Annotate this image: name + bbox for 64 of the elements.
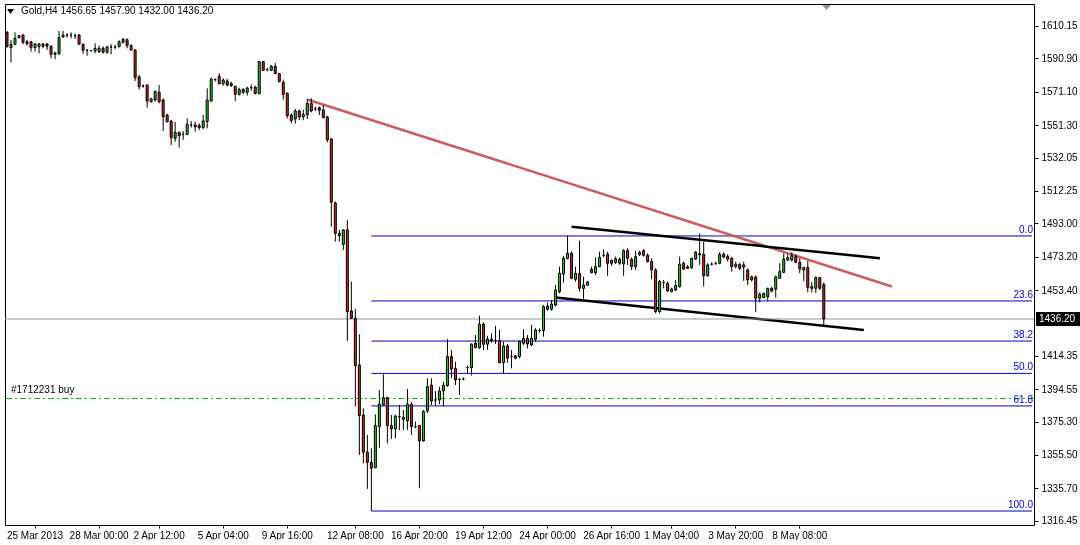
- series-label: 38.2: [1013, 329, 1034, 341]
- x-tick-label: 2 Apr 12:00: [133, 529, 186, 541]
- candlestick: [622, 248, 626, 277]
- candlestick: [505, 343, 509, 364]
- candlestick: [93, 42, 97, 54]
- candlestick: [173, 121, 177, 143]
- candlestick: [145, 83, 149, 109]
- x-tick-label: 25 Mar 2013: [6, 529, 64, 541]
- y-tick-label: 1571.10: [1041, 86, 1079, 98]
- candlestick: [469, 342, 473, 377]
- candlestick: [497, 329, 501, 364]
- candlestick: [754, 275, 758, 313]
- y-tick-label: 1532.05: [1041, 152, 1079, 164]
- x-tick-label: 5 Apr 04:00: [197, 529, 250, 541]
- y-tick-label: 1453.40: [1041, 284, 1079, 296]
- x-tick-label: 12 Apr 08:00: [326, 529, 385, 541]
- x-tick-label: 1 May 04:00: [644, 529, 700, 541]
- series-label: 100.0: [1007, 499, 1034, 511]
- candlestick: [109, 43, 113, 55]
- y-tick-label: 1394.55: [1041, 383, 1079, 395]
- x-tick-label: 19 Apr 12:00: [455, 529, 513, 541]
- candlestick: [393, 414, 397, 439]
- candlestick: [477, 315, 481, 350]
- candlestick: [578, 240, 582, 293]
- candlestick: [634, 250, 638, 271]
- y-tick-label: 1551.30: [1041, 119, 1079, 131]
- y-tick-label: 1335.70: [1041, 482, 1079, 494]
- x-tick-label: 16 Apr 20:00: [391, 529, 449, 541]
- x-tick-label: 24 Apr 00:00: [519, 529, 577, 541]
- series-label: 0.0: [1019, 223, 1034, 235]
- candlestick: [542, 304, 546, 338]
- series-label: 23.6: [1013, 288, 1034, 300]
- candlestick: [113, 44, 117, 50]
- y-tick-label: 1590.90: [1041, 52, 1079, 64]
- y-tick-label: 1375.30: [1041, 416, 1079, 428]
- ref-line-label: 1436.20: [1039, 312, 1076, 324]
- y-tick-label: 1473.20: [1041, 251, 1079, 263]
- x-tick-label: 26 Apr 16:00: [583, 529, 641, 541]
- y-tick-label: 1493.00: [1041, 217, 1079, 229]
- candlestick: [57, 30, 61, 56]
- candlestick: [501, 341, 505, 374]
- y-tick-label: 1355.50: [1041, 449, 1079, 461]
- series-label: 50.0: [1013, 361, 1034, 373]
- candlestick: [606, 251, 610, 277]
- y-tick-label: 1414.35: [1041, 350, 1079, 362]
- x-tick-label: 28 Mar 00:00: [69, 529, 129, 541]
- candlestick: [33, 42, 37, 53]
- candlestick: [69, 31, 73, 39]
- chart-title: Gold,H4 1456.65 1457.90 1432.00 1436.20: [21, 5, 214, 16]
- candlestick: [742, 261, 746, 282]
- candlestick: [305, 98, 309, 120]
- candlestick: [678, 256, 682, 289]
- candlestick: [409, 401, 413, 436]
- x-tick-label: 8 May 08:00: [772, 529, 828, 541]
- candlestick: [481, 321, 485, 351]
- y-tick-label: 1316.45: [1041, 515, 1079, 527]
- candlestick: [37, 42, 41, 54]
- candlestick: [405, 388, 409, 431]
- x-tick-label: 9 Apr 16:00: [261, 529, 314, 541]
- y-tick-label: 1512.25: [1041, 185, 1079, 197]
- ref-line-label: #1712231 buy: [11, 384, 75, 396]
- y-tick-label: 1610.15: [1041, 20, 1079, 32]
- x-tick-label: 3 May 20:00: [708, 529, 764, 541]
- candlestick: [806, 260, 810, 293]
